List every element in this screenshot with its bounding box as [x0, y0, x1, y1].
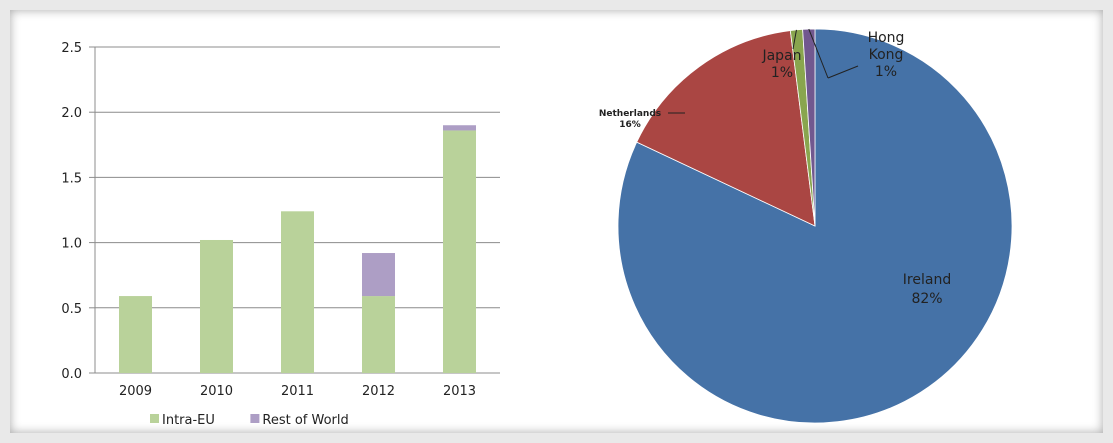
pie-slice — [636, 30, 816, 227]
slice-percent-label: 1% — [771, 65, 793, 81]
legend-label: Rest of World — [262, 413, 348, 428]
x-tick-label: 2011 — [281, 384, 314, 399]
bar-segment — [443, 125, 476, 131]
bar-segment — [200, 239, 233, 373]
y-tick-label: 0.5 — [61, 302, 82, 317]
slice-name-label: Japan — [761, 48, 801, 64]
y-tick-label: 0.0 — [61, 367, 82, 382]
pie-chart: Ireland82%Netherlands16%Japan1%HongKong1… — [599, 28, 1013, 424]
legend-swatch — [250, 414, 260, 423]
pie-slice — [802, 28, 816, 227]
slice-name-label: Kong — [869, 47, 904, 63]
bar-segment — [119, 296, 152, 373]
x-tick-label: 2009 — [119, 384, 152, 399]
legend-label: Intra-EU — [162, 413, 215, 428]
y-tick-label: 1.5 — [61, 171, 82, 186]
x-tick-label: 2010 — [200, 384, 233, 399]
bar-segment — [362, 296, 395, 373]
bar-segment — [443, 130, 476, 373]
x-tick-label: 2012 — [362, 384, 395, 399]
legend-swatch — [150, 414, 159, 423]
x-tick-label: 2013 — [443, 384, 476, 399]
bar-segment — [281, 211, 314, 373]
leader-line — [827, 65, 859, 79]
slice-name-label: Ireland — [903, 272, 951, 288]
slice-name-label: Hong — [868, 30, 905, 46]
leader-line — [808, 28, 829, 79]
bar-segment — [362, 253, 395, 297]
y-tick-label: 1.0 — [61, 237, 82, 252]
y-tick-label: 2.5 — [61, 41, 82, 56]
slice-name-label: Netherlands — [599, 109, 661, 119]
slice-percent-label: 1% — [875, 64, 897, 80]
slice-percent-label: 16% — [619, 120, 641, 130]
y-tick-label: 2.0 — [61, 106, 82, 121]
leader-line — [792, 29, 797, 50]
slice-percent-label: 82% — [911, 291, 942, 307]
bar-chart: 0.0 0.5 1.0 1.5 2.0 2.5 2009 2010 2011 2012 2013 In… — [61, 41, 500, 428]
